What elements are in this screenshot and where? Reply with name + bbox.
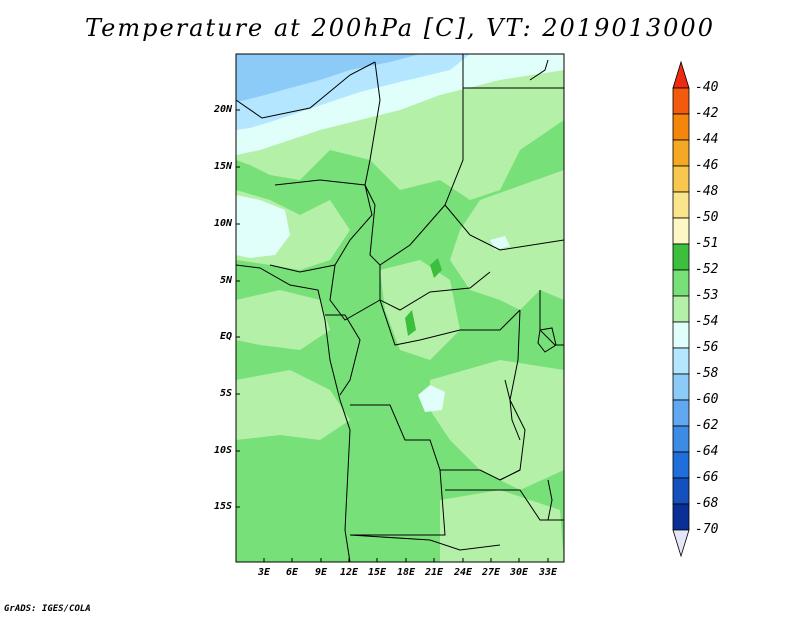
plot-title: Temperature at 200hPa [C], VT: 201901300… — [85, 14, 715, 42]
field-c54-band — [236, 290, 330, 350]
colorbar-box — [672, 295, 690, 323]
colorbar-label: -66 — [695, 470, 719, 485]
footer-credit: GrADS: IGES/COLA — [4, 604, 91, 614]
field-c56-west — [236, 195, 290, 258]
colorbar-box — [672, 87, 690, 115]
lat-label-10n: 10N — [213, 218, 232, 229]
colorbar-label: -44 — [695, 132, 719, 147]
colorbar-box — [672, 503, 690, 531]
colorbar-label: -50 — [695, 210, 719, 225]
axis-ticks — [236, 109, 549, 562]
colorbar-label: -54 — [695, 314, 719, 329]
border-east — [539, 290, 564, 346]
lon-label-24e: 24E — [453, 567, 473, 578]
border-drc-north — [379, 299, 521, 346]
colorbar-label: -46 — [695, 158, 719, 173]
colorbar-box — [672, 139, 690, 167]
colorbar-box — [672, 373, 690, 401]
colorbar-label: -60 — [695, 392, 719, 407]
colorbar-box — [672, 425, 690, 453]
field-c60 — [236, 54, 420, 102]
border-algeria-niger — [236, 61, 376, 119]
border-angola — [350, 404, 446, 536]
border-sudan-ss — [444, 204, 564, 251]
lon-label-9e: 9E — [314, 567, 328, 578]
lat-label-eq: EQ — [219, 331, 232, 342]
map-frame — [235, 53, 565, 563]
lon-label-3e: 3E — [257, 567, 271, 578]
field-c52-patch2 — [405, 310, 416, 336]
red-sea — [529, 59, 549, 81]
field-c54-far-south — [440, 490, 564, 562]
colorbar-label: -56 — [695, 340, 719, 355]
colorbar-label: -40 — [695, 80, 719, 95]
border-gabon-congo — [325, 314, 361, 396]
border-car-south — [379, 265, 491, 311]
lat-label-15n: 15N — [213, 161, 232, 172]
lat-label-5s: 5S — [219, 388, 232, 399]
colorbar-box — [672, 451, 690, 479]
coastline-west — [236, 264, 351, 562]
lon-label-33e: 33E — [538, 567, 558, 578]
lat-label-10s: 10S — [213, 445, 232, 456]
colorbar-box — [672, 347, 690, 375]
border-namibia — [349, 534, 501, 551]
field-c54-south-east — [430, 360, 564, 490]
lake-victoria — [537, 327, 557, 353]
colorbar-box — [672, 113, 690, 141]
border-libya-sudan — [444, 112, 464, 206]
field-c56-spot2 — [490, 236, 510, 250]
lon-label-15e: 15E — [367, 567, 387, 578]
colorbar-label: -53 — [695, 288, 719, 303]
border-southeast — [445, 489, 564, 521]
lon-label-30e: 30E — [509, 567, 529, 578]
colorbar-cap-bottom — [672, 529, 690, 558]
border-niger-chad — [364, 61, 381, 206]
field-c52-patch — [430, 258, 442, 278]
lat-label-20n: 20N — [213, 104, 232, 115]
colorbar-label: -58 — [695, 366, 719, 381]
lon-label-6e: 6E — [285, 567, 299, 578]
colorbar-label: -51 — [695, 236, 719, 251]
colorbar-box — [672, 477, 690, 505]
colorbar-label: -42 — [695, 106, 719, 121]
lat-label-15s: 15S — [213, 501, 232, 512]
field-c54-south-west — [236, 370, 350, 440]
colorbar-box — [672, 243, 690, 271]
colorbar — [672, 60, 690, 558]
border-nigeria — [269, 179, 373, 273]
colorbar-box — [672, 165, 690, 193]
colorbar-label: -64 — [695, 444, 719, 459]
lon-label-18e: 18E — [396, 567, 416, 578]
lat-label-5n: 5N — [219, 275, 232, 286]
colorbar-cap-top — [672, 60, 690, 89]
lake-tanganyika — [504, 379, 521, 441]
colorbar-box — [672, 399, 690, 427]
colorbar-box — [672, 269, 690, 297]
colorbar-box — [672, 217, 690, 245]
colorbar-label: -68 — [695, 496, 719, 511]
border-cameroon — [329, 264, 381, 321]
lon-label-27e: 27E — [481, 567, 501, 578]
lon-label-21e: 21E — [424, 567, 444, 578]
lon-label-12e: 12E — [339, 567, 359, 578]
colorbar-box — [672, 321, 690, 349]
colorbar-label: -62 — [695, 418, 719, 433]
colorbar-label: -70 — [695, 522, 719, 537]
colorbar-box — [672, 191, 690, 219]
lake-malawi — [547, 479, 553, 521]
colorbar-label: -52 — [695, 262, 719, 277]
field-c56-spot — [418, 385, 445, 412]
colorbar-label: -48 — [695, 184, 719, 199]
border-zambia — [440, 469, 521, 481]
